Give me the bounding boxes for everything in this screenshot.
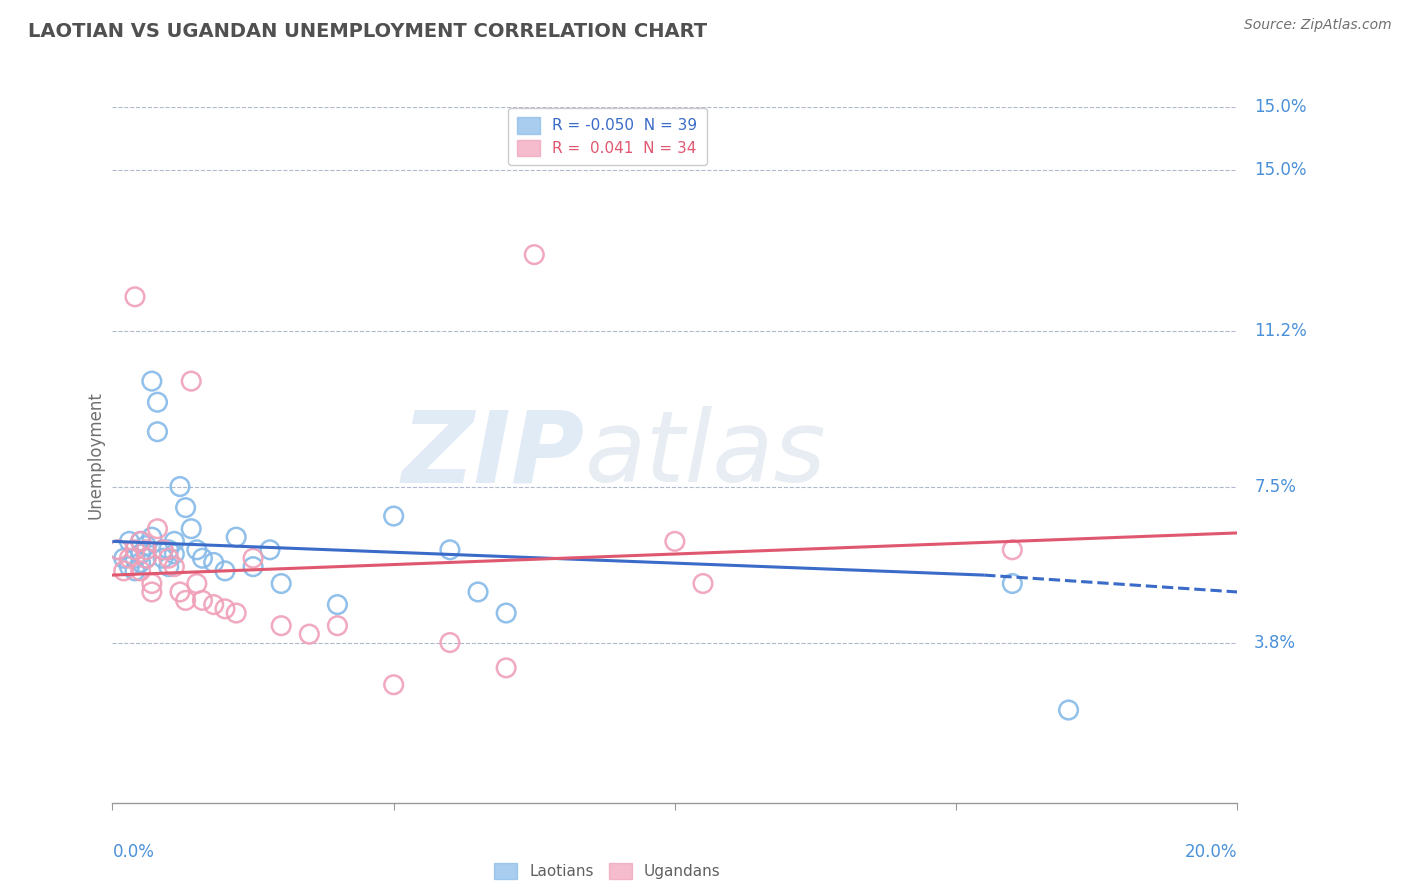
Point	[129, 534, 152, 549]
Point	[191, 551, 214, 566]
Point	[129, 547, 152, 561]
Point	[152, 551, 174, 566]
Text: 15.0%: 15.0%	[1254, 161, 1306, 179]
Text: 7.5%: 7.5%	[1254, 477, 1296, 496]
Point	[202, 598, 225, 612]
Point	[259, 542, 281, 557]
Point	[180, 374, 202, 388]
Point	[523, 247, 546, 261]
Point	[298, 627, 321, 641]
Text: Source: ZipAtlas.com: Source: ZipAtlas.com	[1244, 18, 1392, 32]
Point	[242, 559, 264, 574]
Point	[124, 551, 146, 566]
Y-axis label: Unemployment: Unemployment	[86, 391, 104, 519]
Point	[169, 479, 191, 493]
Point	[157, 559, 180, 574]
Point	[326, 618, 349, 632]
Text: atlas: atlas	[585, 407, 827, 503]
Point	[214, 564, 236, 578]
Point	[326, 598, 349, 612]
Point	[135, 539, 157, 553]
Point	[118, 534, 141, 549]
Point	[1001, 542, 1024, 557]
Point	[163, 547, 186, 561]
Point	[174, 500, 197, 515]
Point	[225, 606, 247, 620]
Point	[163, 559, 186, 574]
Legend: Laotians, Ugandans: Laotians, Ugandans	[488, 856, 727, 886]
Point	[1057, 703, 1080, 717]
Point	[146, 522, 169, 536]
Point	[467, 585, 489, 599]
Text: ZIP: ZIP	[402, 407, 585, 503]
Point	[382, 509, 405, 524]
Text: 11.2%: 11.2%	[1254, 321, 1308, 340]
Point	[135, 551, 157, 566]
Point	[163, 534, 186, 549]
Point	[135, 542, 157, 557]
Point	[124, 542, 146, 557]
Point	[129, 534, 152, 549]
Point	[439, 635, 461, 649]
Point	[242, 551, 264, 566]
Text: LAOTIAN VS UGANDAN UNEMPLOYMENT CORRELATION CHART: LAOTIAN VS UGANDAN UNEMPLOYMENT CORRELAT…	[28, 22, 707, 41]
Text: 20.0%: 20.0%	[1185, 843, 1237, 861]
Point	[186, 576, 208, 591]
Point	[141, 585, 163, 599]
Point	[191, 593, 214, 607]
Point	[169, 585, 191, 599]
Point	[118, 551, 141, 566]
Point	[214, 602, 236, 616]
Point	[495, 606, 517, 620]
Point	[664, 534, 686, 549]
Point	[157, 551, 180, 566]
Point	[124, 564, 146, 578]
Point	[157, 542, 180, 557]
Text: 15.0%: 15.0%	[1254, 98, 1306, 116]
Point	[225, 530, 247, 544]
Point	[692, 576, 714, 591]
Point	[180, 522, 202, 536]
Point	[146, 395, 169, 409]
Point	[152, 542, 174, 557]
Text: 0.0%: 0.0%	[112, 843, 155, 861]
Point	[129, 556, 152, 570]
Point	[146, 425, 169, 439]
Point	[270, 618, 292, 632]
Point	[107, 542, 129, 557]
Point	[439, 542, 461, 557]
Point	[112, 564, 135, 578]
Point	[202, 556, 225, 570]
Point	[141, 576, 163, 591]
Point	[118, 559, 141, 574]
Point	[107, 542, 129, 557]
Point	[495, 661, 517, 675]
Point	[382, 678, 405, 692]
Text: 3.8%: 3.8%	[1254, 633, 1296, 651]
Point	[135, 551, 157, 566]
Point	[270, 576, 292, 591]
Point	[141, 374, 163, 388]
Point	[174, 593, 197, 607]
Point	[1001, 576, 1024, 591]
Point	[124, 290, 146, 304]
Point	[112, 551, 135, 566]
Point	[186, 542, 208, 557]
Point	[141, 530, 163, 544]
Point	[152, 542, 174, 557]
Point	[129, 564, 152, 578]
